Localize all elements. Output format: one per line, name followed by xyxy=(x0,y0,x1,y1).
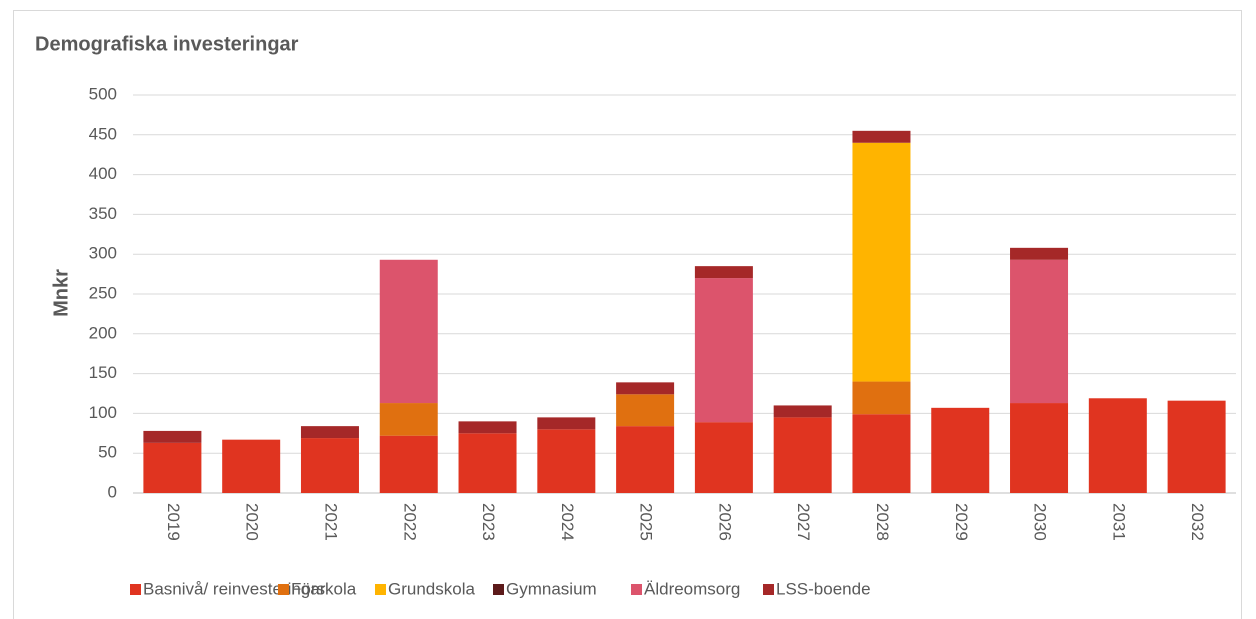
bar-segment xyxy=(143,442,202,493)
bar-segment xyxy=(1010,403,1069,493)
bar-segment xyxy=(1167,400,1226,493)
bar-segment xyxy=(143,430,202,443)
legend-label: Grundskola xyxy=(388,579,475,598)
bar-segment xyxy=(616,426,675,493)
bar-segment xyxy=(852,142,911,382)
legend-swatch xyxy=(763,584,774,595)
y-tick-label: 200 xyxy=(89,323,117,342)
x-tick-label: 2020 xyxy=(243,503,262,541)
bar-segment xyxy=(1010,247,1069,260)
x-tick-label: 2030 xyxy=(1031,503,1050,541)
y-tick-label: 400 xyxy=(89,164,117,183)
y-tick-label: 50 xyxy=(98,443,117,462)
bar-segment xyxy=(222,439,281,493)
bar-segment xyxy=(616,382,675,395)
legend-swatch xyxy=(278,584,289,595)
legend-label: Gymnasium xyxy=(506,579,597,598)
x-tick-label: 2029 xyxy=(952,503,971,541)
bar-segment xyxy=(852,381,911,415)
x-tick-label: 2021 xyxy=(321,503,340,541)
chart-title: Demografiska investeringar xyxy=(35,33,299,55)
x-tick-label: 2026 xyxy=(715,503,734,541)
bar-segment xyxy=(616,394,675,427)
y-tick-label: 350 xyxy=(89,204,117,223)
y-tick-label: 250 xyxy=(89,283,117,302)
bar-segment xyxy=(852,130,911,143)
x-tick-label: 2031 xyxy=(1109,503,1128,541)
y-tick-label: 500 xyxy=(89,84,117,103)
legend-swatch xyxy=(631,584,642,595)
bar-segment xyxy=(458,421,517,434)
bar-segment xyxy=(773,417,832,493)
bar-segment xyxy=(852,414,911,493)
x-tick-label: 2019 xyxy=(164,503,183,541)
y-axis-label: Mnkr xyxy=(50,269,72,317)
x-tick-label: 2027 xyxy=(794,503,813,541)
x-tick-label: 2032 xyxy=(1188,503,1207,541)
legend-label: Förskola xyxy=(291,579,357,598)
bar-segment xyxy=(379,403,438,436)
x-tick-label: 2028 xyxy=(873,503,892,541)
bar-segment xyxy=(773,405,832,418)
x-tick-label: 2023 xyxy=(479,503,498,541)
x-tick-label: 2022 xyxy=(400,503,419,541)
bar-segment xyxy=(1088,398,1147,493)
legend-swatch xyxy=(130,584,141,595)
bar-segment xyxy=(300,438,359,493)
y-tick-label: 0 xyxy=(108,482,117,501)
bar-segment xyxy=(537,429,596,493)
legend-swatch xyxy=(375,584,386,595)
legend-swatch xyxy=(493,584,504,595)
bar-segment xyxy=(694,278,753,423)
bar-segment xyxy=(694,422,753,493)
bar-segment xyxy=(694,266,753,279)
bar-segment xyxy=(379,435,438,493)
bar-segment xyxy=(1010,259,1069,404)
bar-segment xyxy=(300,426,359,439)
bar-segment xyxy=(379,259,438,404)
y-tick-label: 450 xyxy=(89,124,117,143)
x-tick-label: 2025 xyxy=(637,503,656,541)
legend-label: Äldreomsorg xyxy=(644,579,740,598)
y-tick-label: 100 xyxy=(89,403,117,422)
bar-segment xyxy=(537,417,596,430)
bar-segment xyxy=(458,433,517,493)
bar-segment xyxy=(931,407,990,493)
y-tick-label: 150 xyxy=(89,363,117,382)
y-tick-label: 300 xyxy=(89,244,117,263)
x-tick-label: 2024 xyxy=(558,503,577,541)
legend-label: LSS-boende xyxy=(776,579,871,598)
